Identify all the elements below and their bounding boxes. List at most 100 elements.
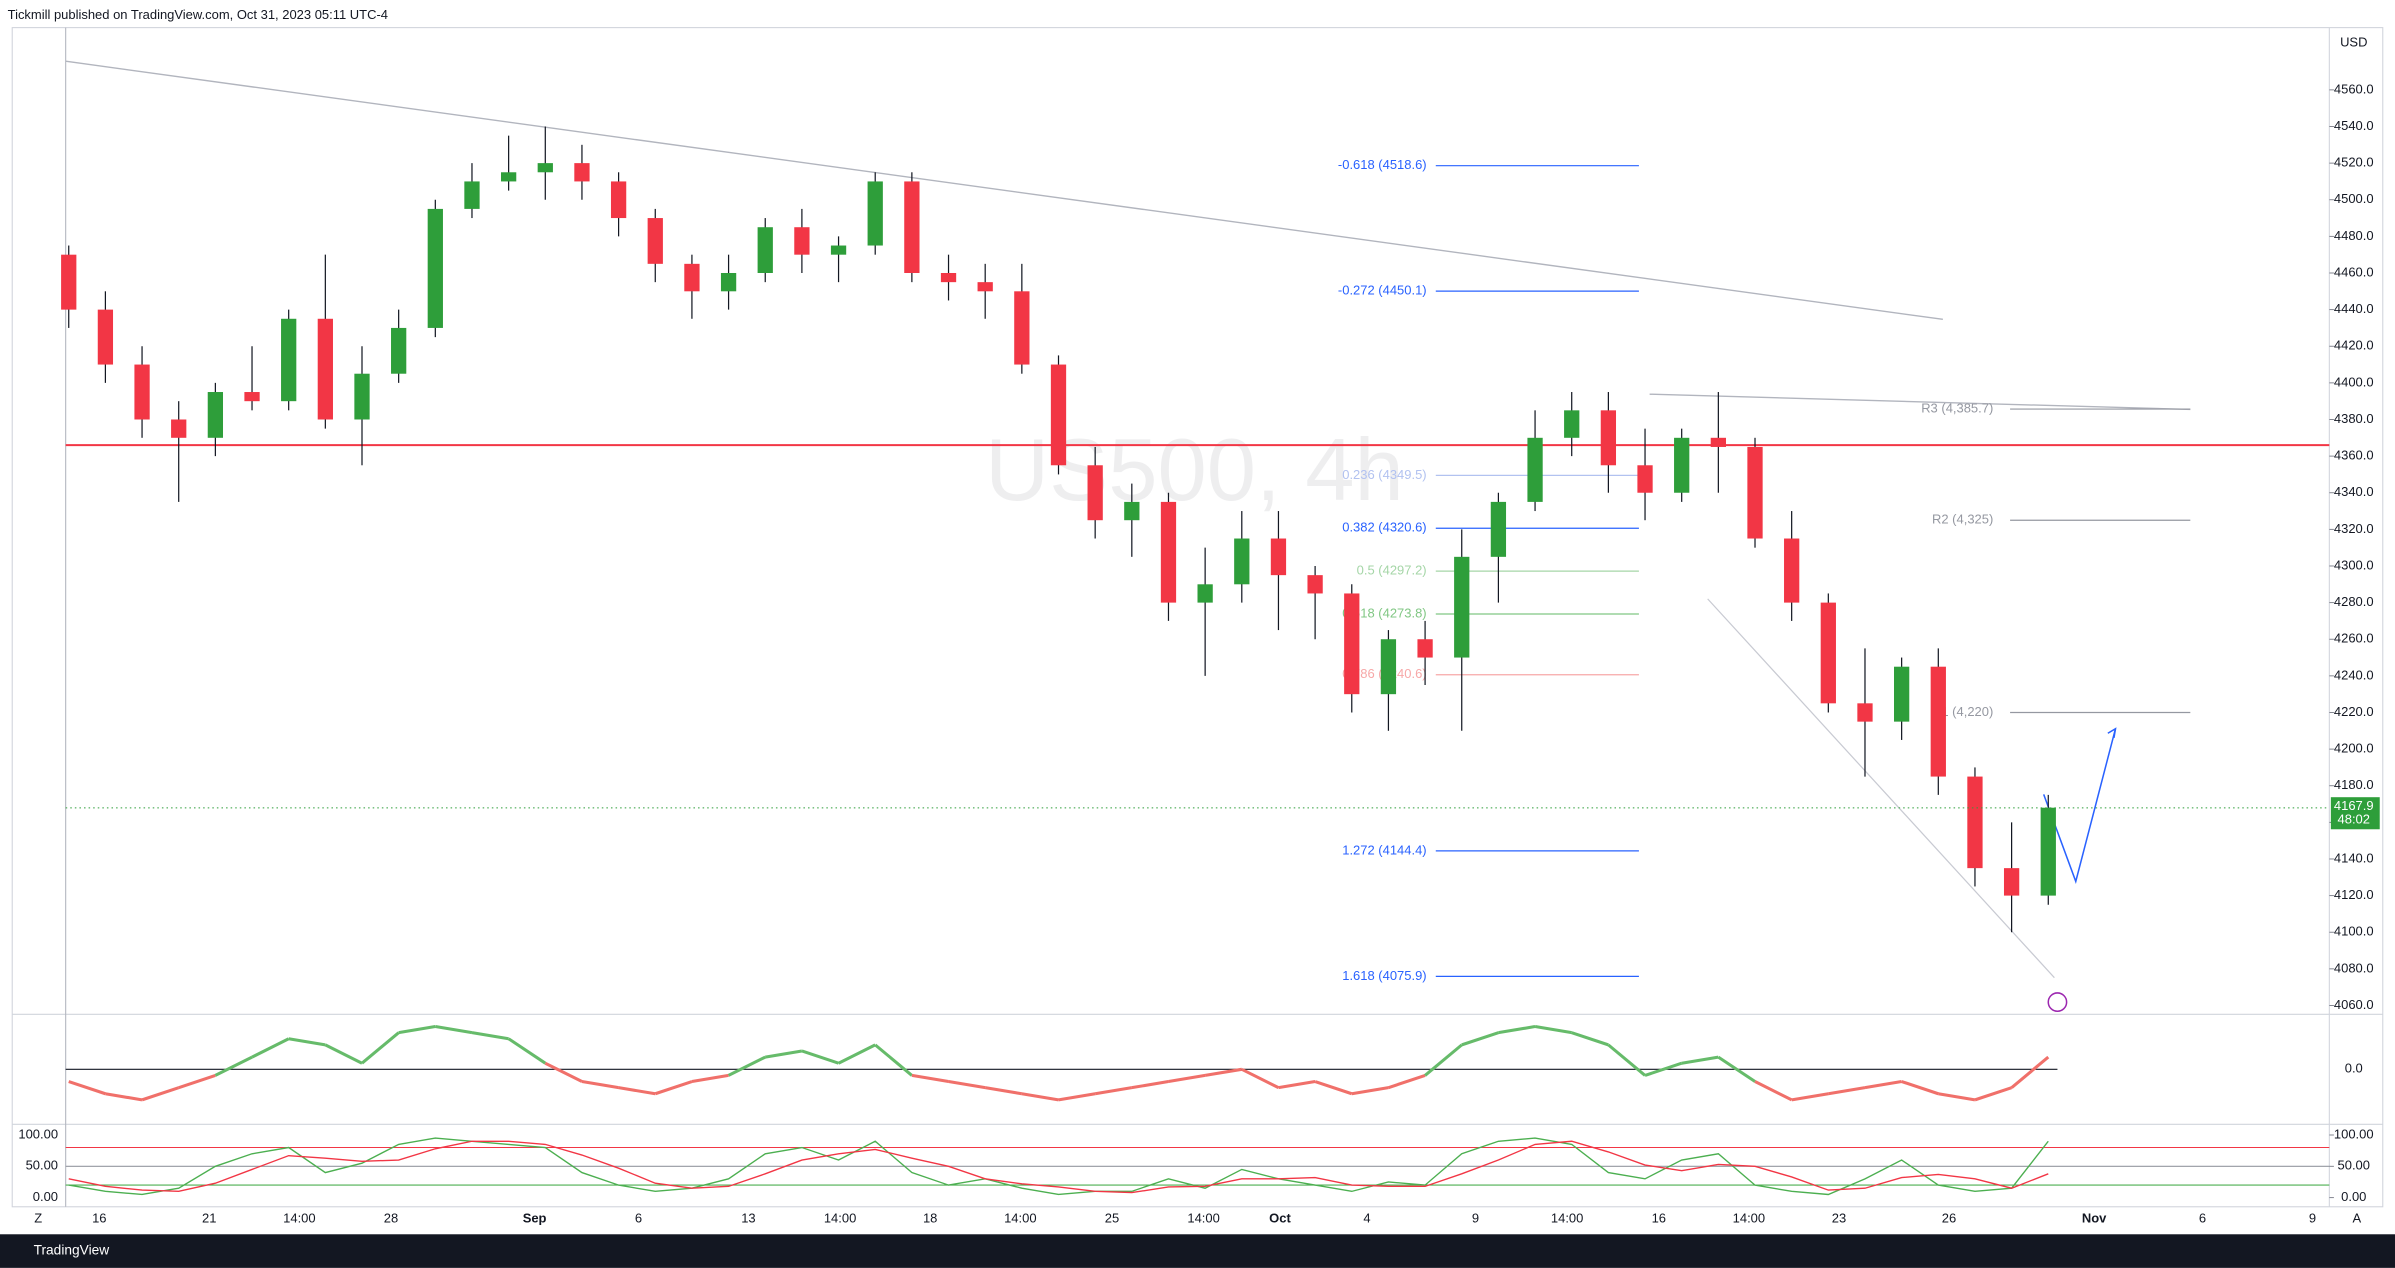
candle-body — [1087, 465, 1103, 521]
candle-body — [1674, 437, 1690, 493]
time-label: 14:00 — [1187, 1210, 1219, 1225]
time-label: 13 — [741, 1210, 755, 1225]
osc-tick-label-left: 0.00 — [33, 1189, 58, 1204]
time-label: 9 — [2309, 1210, 2316, 1225]
candle-body — [1747, 446, 1763, 539]
osc-segment — [1644, 1061, 1683, 1077]
candle-body — [1014, 291, 1030, 365]
osc-segment — [874, 1043, 913, 1077]
time-label: 25 — [1105, 1210, 1119, 1225]
candle-body — [464, 181, 480, 209]
candle-body — [794, 227, 810, 255]
osc-segment — [1424, 1043, 1463, 1077]
time-label: Nov — [2082, 1210, 2107, 1225]
candle-body — [61, 254, 77, 310]
price-tick-label: 4360.0 — [2334, 448, 2374, 463]
price-tick-label: 4200.0 — [2334, 741, 2374, 756]
candle-body — [1784, 538, 1800, 603]
candle-body — [171, 419, 187, 438]
stoch-line — [68, 1140, 2049, 1194]
osc-segment — [837, 1043, 876, 1065]
time-label: 26 — [1942, 1210, 1956, 1225]
time-label: 14:00 — [283, 1210, 315, 1225]
osc-segment — [324, 1043, 363, 1065]
candle-body — [1600, 410, 1617, 466]
candle-body — [391, 327, 407, 374]
candle-body — [2003, 868, 2020, 896]
price-tick-label: 4420.0 — [2334, 338, 2374, 353]
osc-segment — [214, 1055, 253, 1077]
price-tick-label: 4340.0 — [2334, 484, 2374, 499]
time-label: 4 — [1363, 1210, 1370, 1225]
osc-segment — [1864, 1080, 1902, 1090]
osc-segment — [1168, 1073, 1206, 1084]
pivot-label: R2 (4,325) — [1932, 512, 1993, 527]
fib-label: -0.618 (4518.6) — [1338, 157, 1427, 172]
chart-frame — [11, 27, 2384, 1208]
price-tick-label: 4120.0 — [2334, 887, 2374, 902]
time-label: 9 — [1472, 1210, 1479, 1225]
osc-segment — [1571, 1031, 1609, 1047]
osc-tick-label: 100.00 — [2334, 1126, 2374, 1141]
price-tick-label: 4320.0 — [2334, 521, 2374, 536]
currency-label: USD — [2340, 34, 2367, 49]
watermark: US500, 4h — [985, 420, 1404, 519]
osc-segment — [1607, 1043, 1647, 1077]
candle-body — [940, 272, 957, 283]
osc-segment — [178, 1073, 216, 1090]
candle-body — [1197, 584, 1213, 603]
osc-segment — [727, 1055, 766, 1077]
fib-label: 0.618 (4273.8) — [1342, 605, 1426, 620]
alert-icon[interactable] — [2047, 992, 2068, 1013]
price-tick-label: 4140.0 — [2334, 850, 2374, 865]
price-tick-label: 4260.0 — [2334, 631, 2374, 646]
price-tick-label: 4560.0 — [2334, 81, 2374, 96]
osc-tick-label-left: 100.00 — [18, 1126, 58, 1141]
osc-segment — [618, 1086, 656, 1096]
price-tick-label: 4460.0 — [2334, 264, 2374, 279]
candle-body — [207, 392, 224, 438]
brand: TradingView — [34, 1243, 110, 1258]
candle-body — [830, 245, 847, 255]
osc-segment — [801, 1049, 840, 1065]
fib-label: 1.272 (4144.4) — [1342, 842, 1426, 857]
footer-bar — [0, 1234, 2395, 1268]
osc-tick-label: 0.00 — [2341, 1189, 2366, 1204]
candle-body — [1894, 666, 1910, 722]
candle-body — [684, 263, 700, 292]
price-tick-label: 4380.0 — [2334, 411, 2374, 426]
osc-segment — [1828, 1086, 1866, 1096]
osc-tick-label: 50.00 — [2338, 1158, 2370, 1173]
candle-body — [427, 208, 443, 328]
arrow-head — [2107, 727, 2117, 738]
osc-segment — [764, 1049, 803, 1059]
osc-segment — [581, 1080, 619, 1090]
last-price-badge — [2330, 797, 2380, 830]
time-label: 16 — [1652, 1210, 1666, 1225]
stoch-line — [68, 1137, 2049, 1196]
time-label: 6 — [2199, 1210, 2206, 1225]
publisher-line: Tickmill published on TradingView.com, O… — [8, 7, 388, 22]
osc-segment — [1791, 1092, 1829, 1102]
candle-body — [1160, 501, 1177, 603]
candle-body — [610, 181, 627, 219]
price-tick-label: 4520.0 — [2334, 155, 2374, 170]
price-tick-label: 4300.0 — [2334, 557, 2374, 572]
candle-body — [1270, 538, 1287, 576]
osc-segment — [2010, 1055, 2050, 1089]
time-label: 23 — [1832, 1210, 1846, 1225]
candle-body — [1234, 538, 1250, 585]
time-label: Oct — [1269, 1210, 1291, 1225]
time-label: A — [2352, 1210, 2361, 1225]
candle-body — [537, 163, 553, 173]
osc-segment — [1021, 1092, 1059, 1102]
osc-segment — [1974, 1086, 2013, 1102]
candle-body — [904, 181, 920, 273]
osc-segment — [141, 1086, 180, 1102]
fib-label: 1.618 (4075.9) — [1342, 968, 1426, 983]
price-tick-label: 4220.0 — [2334, 704, 2374, 719]
time-label: 28 — [384, 1210, 398, 1225]
candle-body — [1564, 410, 1580, 438]
